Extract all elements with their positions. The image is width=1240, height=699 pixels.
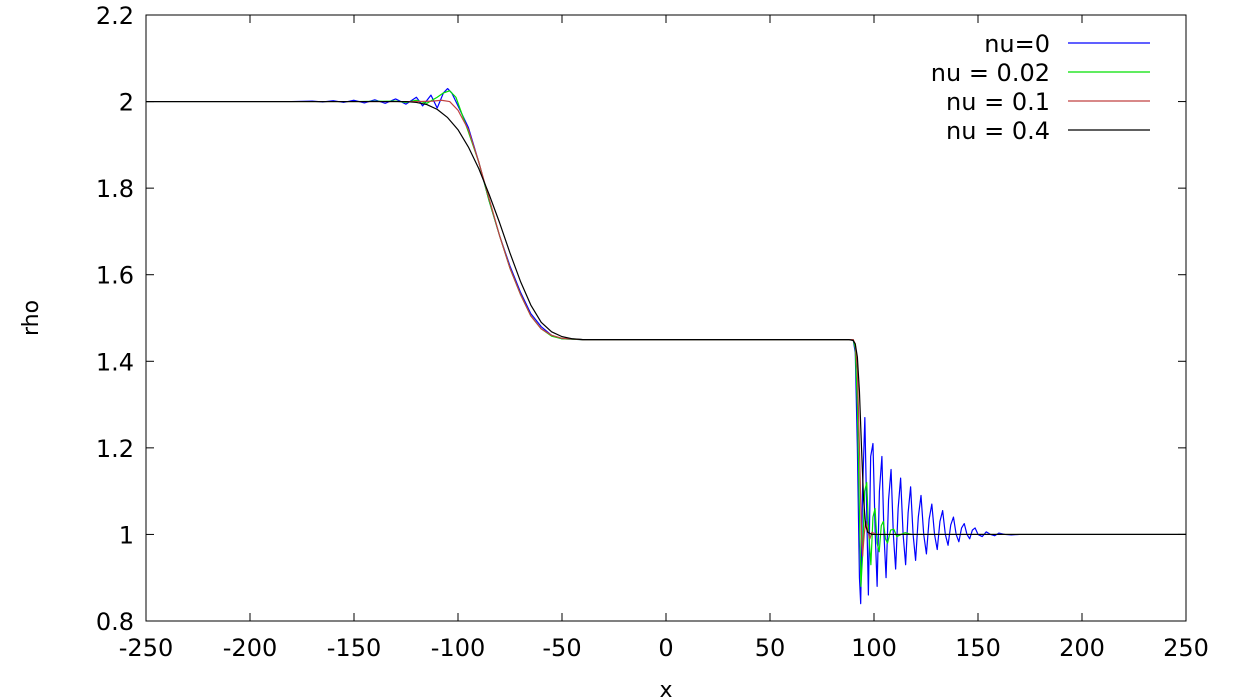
y-tick-label: 1.4 <box>96 348 134 376</box>
x-tick-label: 150 <box>955 634 1001 662</box>
x-tick-label: -100 <box>431 634 485 662</box>
legend-label: nu = 0.4 <box>946 117 1050 145</box>
legend-label: nu = 0.1 <box>946 88 1050 116</box>
x-tick-label: 50 <box>755 634 786 662</box>
x-tick-label: -250 <box>119 634 173 662</box>
x-tick-label: -150 <box>327 634 381 662</box>
legend-label: nu=0 <box>984 30 1050 58</box>
legend-label: nu = 0.02 <box>931 59 1050 87</box>
x-axis-label: x <box>659 678 672 699</box>
y-tick-label: 1 <box>119 521 134 549</box>
x-tick-label: 100 <box>851 634 897 662</box>
series-line-3 <box>146 100 1186 536</box>
y-axis-label: rho <box>19 300 44 336</box>
x-tick-label: -50 <box>542 634 581 662</box>
series-layer <box>146 87 1186 605</box>
ticks-layer: -250 -200 -150 -100 -50 0 50 100 150 200 250 0.8 1 1.… <box>96 2 1209 662</box>
y-tick-label: 1.2 <box>96 435 134 463</box>
y-tick-label: 2 <box>119 89 134 117</box>
x-tick-label: 0 <box>658 634 673 662</box>
y-tick-label: 1.8 <box>96 175 134 203</box>
x-tick-label: -200 <box>223 634 277 662</box>
x-tick-label: 250 <box>1163 634 1209 662</box>
x-tick-label: 200 <box>1059 634 1105 662</box>
y-tick-label: 2.2 <box>96 2 134 30</box>
y-tick-label: 0.8 <box>96 608 134 636</box>
y-tick-label: 1.6 <box>96 262 134 290</box>
